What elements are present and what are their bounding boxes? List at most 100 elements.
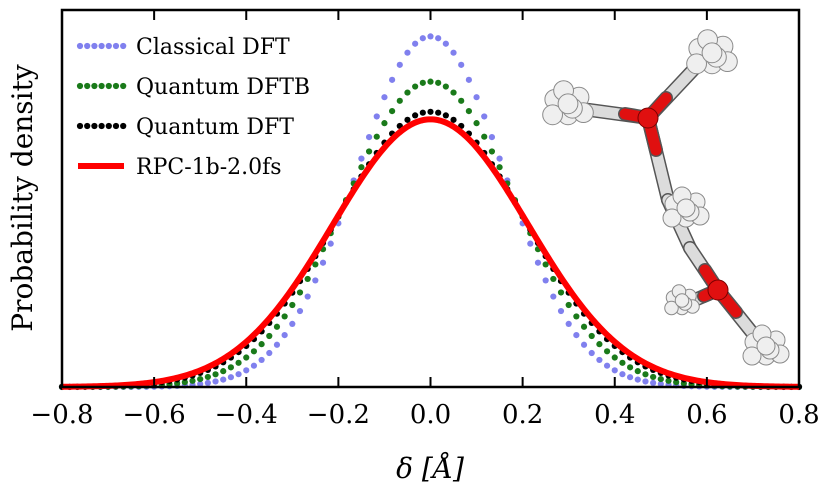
data-point — [550, 293, 557, 300]
data-point — [220, 368, 227, 375]
data-point — [496, 155, 503, 162]
data-point — [573, 313, 580, 320]
data-point — [565, 301, 572, 309]
data-point — [603, 362, 611, 369]
data-point — [596, 341, 603, 348]
data-point — [227, 374, 234, 381]
data-point — [266, 332, 273, 340]
data-point — [358, 155, 365, 162]
data-point — [435, 79, 442, 86]
data-point — [650, 373, 657, 381]
data-point — [488, 148, 496, 155]
x-ticks: −0.8 −0.6 −0.4 −0.2 0.0 0.2 0.4 0.6 0.8 — [30, 10, 820, 430]
data-point — [389, 107, 396, 115]
data-point — [419, 109, 426, 116]
data-point — [373, 113, 380, 120]
data-point — [358, 164, 365, 171]
data-point — [266, 349, 273, 357]
data-point — [458, 61, 465, 68]
data-point — [473, 94, 480, 101]
data-point — [542, 277, 549, 284]
data-point — [619, 359, 626, 366]
data-point — [588, 332, 595, 340]
molecule-inset — [542, 29, 790, 366]
data-point — [442, 112, 449, 119]
data-point — [197, 380, 204, 388]
data-point — [450, 49, 457, 56]
x-tick-label: −0.4 — [215, 400, 278, 430]
data-point — [627, 364, 634, 371]
data-point — [465, 76, 472, 83]
data-point — [258, 356, 265, 364]
data-point — [204, 373, 211, 381]
data-point — [404, 89, 411, 96]
data-point — [273, 341, 281, 348]
data-point — [281, 313, 288, 320]
data-point — [312, 261, 319, 268]
data-point — [527, 240, 534, 247]
x-tick-label: 0.2 — [502, 400, 543, 430]
data-point — [304, 275, 311, 283]
data-point — [603, 348, 611, 355]
data-point — [427, 108, 434, 115]
legend-label-rpc-1b-2-0fs: RPC-1b-2.0fs — [136, 155, 282, 180]
data-point — [657, 380, 664, 388]
legend-swatch — [76, 122, 127, 130]
data-point — [481, 133, 488, 140]
x-tick-label: 0.6 — [686, 400, 727, 430]
y-axis-label: Probability density — [6, 64, 39, 332]
legend-swatch — [76, 42, 127, 50]
data-point — [404, 116, 411, 123]
data-point — [580, 323, 588, 330]
data-point — [243, 354, 250, 361]
data-point — [634, 376, 641, 383]
data-point — [197, 375, 204, 383]
data-point — [243, 367, 250, 374]
data-point — [212, 378, 219, 385]
x-tick-label: −0.6 — [123, 400, 186, 430]
x-axis-label: δ [Å] — [396, 452, 464, 485]
data-point — [557, 289, 565, 296]
data-point — [220, 376, 227, 383]
data-point — [565, 320, 572, 327]
data-point — [381, 120, 388, 127]
x-tick-label: −0.8 — [30, 400, 93, 430]
data-point — [442, 40, 449, 47]
x-tick-label: 0.0 — [410, 400, 451, 430]
legend-label-quantum-dft: Quantum DFT — [136, 115, 294, 140]
legend-label-quantum-dftb: Quantum DFTB — [136, 75, 310, 100]
data-point — [496, 164, 503, 171]
data-point — [435, 35, 442, 42]
data-point — [580, 341, 588, 348]
data-point — [296, 307, 304, 315]
data-point — [657, 375, 664, 383]
data-point — [250, 348, 258, 355]
series-rpc-1b-2-0fs — [60, 116, 801, 390]
data-point — [304, 293, 311, 300]
data-point — [427, 78, 434, 85]
data-point — [289, 320, 296, 327]
data-point — [281, 332, 288, 339]
data-point — [550, 275, 557, 283]
data-point — [189, 377, 196, 384]
data-point — [296, 289, 304, 296]
data-point — [481, 113, 488, 120]
data-point — [381, 94, 388, 101]
data-point — [365, 134, 373, 141]
data-point — [465, 107, 472, 115]
data-point — [611, 354, 618, 361]
data-point — [319, 259, 327, 266]
data-point — [212, 371, 219, 378]
legend-swatch — [76, 82, 127, 90]
data-point — [204, 379, 211, 387]
data-point — [235, 371, 242, 378]
data-point — [235, 359, 242, 366]
data-point — [427, 33, 434, 40]
data-point — [642, 371, 649, 378]
data-point — [473, 120, 480, 127]
data-point — [365, 148, 373, 155]
data-point — [634, 368, 641, 375]
x-tick-label: 0.8 — [778, 400, 819, 430]
data-point — [650, 379, 657, 387]
